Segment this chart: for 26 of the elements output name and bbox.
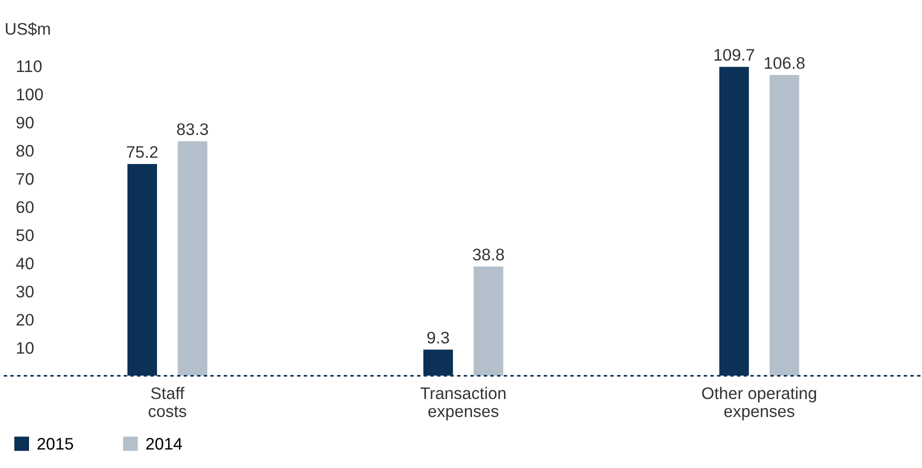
y-tick-label: 80 [16,144,34,157]
y-tick-label: 110 [16,60,42,72]
data-label: 106.8 [764,57,805,69]
y-tick-label: 90 [16,116,34,129]
legend-label: 2015 [38,438,74,450]
y-tick-label: 30 [16,286,34,298]
x-tick-label: Staff costs [148,386,186,418]
y-tick-label: 70 [16,173,34,185]
y-tick-label: 40 [16,258,34,270]
y-axis-title: US$m [6,22,50,36]
y-tick-label: 20 [16,314,34,326]
data-label: 83.3 [177,123,208,136]
data-label: 9.3 [427,332,450,344]
bar [178,141,208,376]
legend-label: 2014 [146,438,182,450]
y-tick-label: 50 [16,229,34,242]
data-label: 109.7 [714,48,754,61]
x-tick-label: Other operating expenses [702,386,816,420]
data-label: 75.2 [126,146,158,158]
x-tick-label: Transaction expenses [420,386,506,420]
data-label: 38.8 [472,248,504,260]
bar [474,266,504,376]
y-tick-label: 10 [16,342,34,354]
bar [770,75,800,376]
y-tick-label: 60 [16,201,34,214]
y-tick-label: 100 [16,88,43,100]
